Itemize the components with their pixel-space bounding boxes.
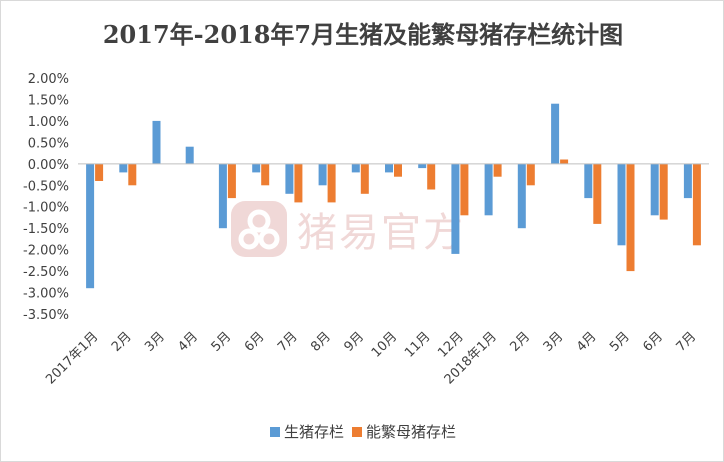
x-tick-label: 3月 (541, 329, 567, 355)
bar-hog-inventory (252, 163, 261, 173)
bar-sow-inventory (593, 163, 602, 224)
x-tick-label: 4月 (574, 329, 600, 355)
bar-sow-inventory (626, 163, 635, 272)
y-tick-label: -3.50% (23, 308, 69, 323)
x-tick-label: 7月 (674, 329, 700, 355)
bar-hog-inventory (152, 120, 161, 164)
x-tick-label: 2月 (508, 329, 534, 355)
x-tick-label: 11月 (402, 329, 433, 360)
bar-sow-inventory (460, 163, 469, 216)
bar-sow-inventory (95, 163, 104, 181)
bar-hog-inventory (551, 103, 560, 164)
x-tick-label: 7月 (275, 329, 301, 355)
y-tick-label: -2.50% (23, 265, 69, 280)
bar-sow-inventory (493, 163, 502, 177)
watermark: 猪易官方 (229, 199, 465, 259)
legend: 生猪存栏 能繁母猪存栏 (1, 421, 724, 442)
x-tick-label: 3月 (142, 329, 168, 355)
legend-swatch-hog (269, 426, 280, 437)
bar-hog-inventory (385, 163, 393, 173)
x-tick-label: 5月 (607, 329, 633, 355)
x-tick-label: 8月 (308, 329, 334, 355)
bar-sow-inventory (294, 163, 303, 203)
bar-sow-inventory (659, 163, 668, 220)
bar-sow-inventory (227, 163, 236, 199)
x-tick-label: 2017年1月 (43, 329, 101, 387)
watermark-text: 猪易官方 (297, 210, 465, 256)
bar-sow-inventory (360, 163, 369, 194)
bar-hog-inventory (683, 163, 692, 199)
bar-chart: 2.00% 1.50% 1.00% 0.50% 0.00% -0.50% -1.00% -1.… (23, 72, 709, 387)
bar-hog-inventory (119, 163, 128, 173)
y-tick-label: -1.00% (23, 201, 69, 216)
bar-sow-inventory (427, 163, 436, 190)
bar-sow-inventory (394, 163, 402, 177)
legend-swatch-sow (352, 426, 362, 437)
y-tick-label: 0.50% (28, 136, 69, 151)
x-tick-label: 6月 (242, 329, 268, 355)
legend-item-hog-inventory: 生猪存栏 (269, 421, 344, 442)
x-tick-label: 2月 (109, 329, 135, 355)
x-tick-label: 9月 (341, 329, 367, 355)
bar-sow-inventory (327, 163, 336, 203)
bar-hog-inventory (584, 163, 593, 199)
x-tick-label: 5月 (209, 329, 235, 355)
x-tick-label: 10月 (369, 329, 400, 360)
y-tick-label: -3.00% (23, 287, 69, 302)
y-tick-label: 1.00% (28, 115, 69, 130)
bar-hog-inventory (484, 163, 493, 216)
y-tick-label: 0.00% (28, 158, 69, 173)
x-tick-label: 6月 (640, 329, 666, 355)
bar-hog-inventory (318, 163, 327, 186)
y-tick-label: -2.00% (23, 244, 69, 259)
bar-sow-inventory (128, 163, 137, 186)
bar-sow-inventory (692, 163, 701, 246)
bar-sow-inventory (560, 159, 569, 164)
bar-hog-inventory (285, 163, 294, 194)
y-tick-label: 1.50% (28, 93, 69, 108)
bar-hog-inventory (185, 146, 194, 164)
y-tick-label: -1.50% (23, 222, 69, 237)
bar-hog-inventory (650, 163, 659, 216)
chart-title: 2017年-2018年7月生猪及能繁母猪存栏统计图 (102, 20, 624, 49)
bar-hog-inventory (218, 163, 227, 229)
bar-sow-inventory (261, 163, 270, 186)
legend-item-sow-inventory: 能繁母猪存栏 (352, 421, 456, 442)
y-tick-label: -0.50% (23, 179, 69, 194)
x-tick-label: 4月 (175, 329, 201, 355)
bar-hog-inventory (517, 163, 526, 229)
pig-nose-logo-icon (231, 201, 287, 257)
bar-hog-inventory (617, 163, 626, 246)
bar-hog-inventory (351, 163, 360, 173)
bar-hog-inventory (451, 163, 460, 254)
bar-sow-inventory (526, 163, 535, 186)
bar-hog-inventory (418, 163, 427, 169)
y-tick-label: 2.00% (28, 72, 69, 87)
legend-label-sow: 能繁母猪存栏 (366, 423, 457, 441)
legend-label-hog: 生猪存栏 (283, 423, 344, 441)
bar-hog-inventory (86, 163, 95, 289)
